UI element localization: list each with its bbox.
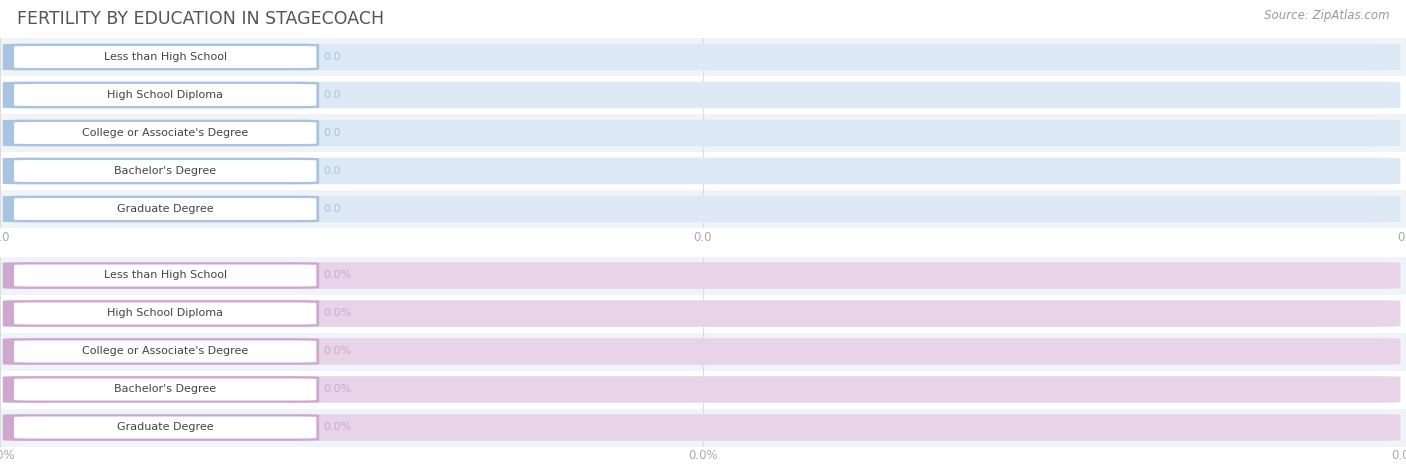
FancyBboxPatch shape — [14, 46, 316, 68]
FancyBboxPatch shape — [3, 82, 1400, 108]
FancyBboxPatch shape — [3, 376, 1400, 403]
FancyBboxPatch shape — [3, 414, 1400, 441]
Text: College or Associate's Degree: College or Associate's Degree — [82, 346, 249, 357]
FancyBboxPatch shape — [14, 122, 316, 144]
Bar — [0, 190, 1406, 228]
Text: FERTILITY BY EDUCATION IN STAGECOACH: FERTILITY BY EDUCATION IN STAGECOACH — [17, 10, 384, 28]
Bar — [0, 294, 1406, 332]
Text: High School Diploma: High School Diploma — [107, 90, 224, 100]
Text: 0.0: 0.0 — [323, 204, 342, 214]
Text: Bachelor's Degree: Bachelor's Degree — [114, 384, 217, 395]
FancyBboxPatch shape — [3, 196, 1400, 222]
Text: 0.0%: 0.0% — [323, 384, 352, 395]
Text: Graduate Degree: Graduate Degree — [117, 204, 214, 214]
Bar — [0, 408, 1406, 446]
FancyBboxPatch shape — [14, 379, 316, 400]
FancyBboxPatch shape — [3, 196, 319, 222]
Text: 0.0%: 0.0% — [323, 270, 352, 281]
FancyBboxPatch shape — [14, 417, 316, 438]
Text: 0.0: 0.0 — [323, 90, 342, 100]
FancyBboxPatch shape — [3, 300, 319, 327]
FancyBboxPatch shape — [3, 338, 319, 365]
Text: Source: ZipAtlas.com: Source: ZipAtlas.com — [1264, 10, 1389, 22]
Text: High School Diploma: High School Diploma — [107, 308, 224, 319]
Text: 0.0: 0.0 — [323, 128, 342, 138]
Text: Less than High School: Less than High School — [104, 270, 226, 281]
FancyBboxPatch shape — [3, 82, 319, 108]
Text: Graduate Degree: Graduate Degree — [117, 422, 214, 433]
Text: College or Associate's Degree: College or Associate's Degree — [82, 128, 249, 138]
FancyBboxPatch shape — [14, 84, 316, 106]
Text: Bachelor's Degree: Bachelor's Degree — [114, 166, 217, 176]
FancyBboxPatch shape — [3, 262, 319, 289]
FancyBboxPatch shape — [3, 120, 319, 146]
Text: 0.0%: 0.0% — [323, 308, 352, 319]
Bar — [0, 256, 1406, 294]
FancyBboxPatch shape — [3, 414, 319, 441]
FancyBboxPatch shape — [3, 300, 1400, 327]
FancyBboxPatch shape — [14, 160, 316, 182]
FancyBboxPatch shape — [3, 158, 1400, 184]
Text: 0.0%: 0.0% — [323, 422, 352, 433]
Text: 0.0: 0.0 — [323, 166, 342, 176]
FancyBboxPatch shape — [3, 120, 1400, 146]
FancyBboxPatch shape — [3, 262, 1400, 289]
FancyBboxPatch shape — [14, 198, 316, 220]
Bar — [0, 38, 1406, 76]
Bar — [0, 332, 1406, 371]
FancyBboxPatch shape — [3, 376, 319, 403]
FancyBboxPatch shape — [14, 341, 316, 362]
FancyBboxPatch shape — [3, 44, 319, 70]
FancyBboxPatch shape — [14, 303, 316, 324]
Bar — [0, 76, 1406, 114]
FancyBboxPatch shape — [3, 158, 319, 184]
Bar — [0, 152, 1406, 190]
FancyBboxPatch shape — [3, 338, 1400, 365]
FancyBboxPatch shape — [14, 265, 316, 286]
Text: 0.0: 0.0 — [323, 52, 342, 62]
Bar — [0, 114, 1406, 152]
Text: Less than High School: Less than High School — [104, 52, 226, 62]
Text: 0.0%: 0.0% — [323, 346, 352, 357]
Bar — [0, 370, 1406, 408]
FancyBboxPatch shape — [3, 44, 1400, 70]
